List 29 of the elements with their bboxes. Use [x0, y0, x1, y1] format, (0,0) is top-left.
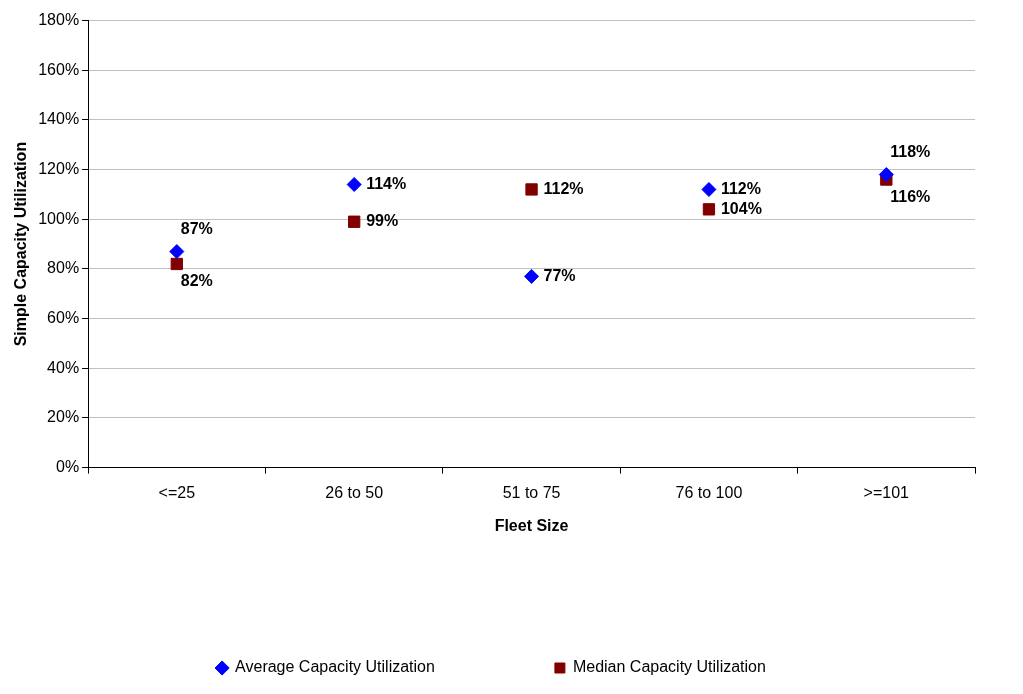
y-tick-label: 20%: [47, 408, 80, 426]
data-label: 82%: [180, 272, 213, 290]
data-label: 114%: [366, 174, 407, 192]
data-label: 87%: [180, 219, 213, 237]
data-label: 112%: [720, 179, 761, 197]
legend-label: Median Capacity Utilization: [572, 658, 766, 676]
y-tick-label: 40%: [47, 358, 80, 376]
x-tick-label: 26 to 50: [325, 483, 384, 501]
data-label: 104%: [720, 199, 762, 217]
x-tick-label: 76 to 100: [675, 483, 743, 501]
y-tick-label: 140%: [38, 110, 80, 128]
y-tick-label: 160%: [38, 60, 80, 78]
data-label: 116%: [890, 187, 931, 205]
data-label: 118%: [890, 142, 931, 160]
x-tick-label: >=101: [863, 483, 910, 501]
x-tick-label: 51 to 75: [502, 483, 561, 501]
y-axis-title: Simple Capacity Utilization: [12, 141, 30, 347]
y-tick-label: 120%: [38, 160, 80, 178]
y-tick-label: 80%: [47, 259, 80, 277]
y-tick-label: 180%: [38, 11, 80, 29]
y-tick-label: 60%: [47, 309, 80, 327]
x-tick-label: <=25: [158, 483, 196, 501]
y-tick-label: 100%: [38, 209, 80, 227]
data-label: 112%: [543, 179, 584, 197]
data-label: 99%: [366, 212, 399, 230]
x-axis-title: Fleet Size: [494, 516, 569, 534]
legend-label: Average Capacity Utilization: [235, 658, 435, 676]
y-tick-label: 0%: [56, 458, 80, 476]
data-label: 77%: [543, 266, 576, 284]
